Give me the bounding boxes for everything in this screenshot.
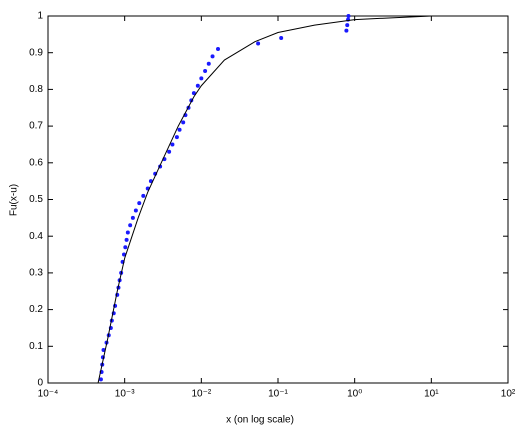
y-tick-label: 0.9 bbox=[29, 47, 43, 58]
data-point bbox=[130, 215, 135, 220]
data-point bbox=[133, 208, 138, 213]
data-point bbox=[170, 142, 175, 147]
data-point bbox=[123, 245, 128, 250]
data-point bbox=[121, 252, 126, 257]
y-tick-label: 1 bbox=[37, 11, 43, 22]
data-point bbox=[206, 61, 211, 66]
y-tick-label: 0.8 bbox=[29, 84, 43, 95]
x-tick-label: 10⁻³ bbox=[115, 389, 135, 400]
data-point bbox=[195, 83, 200, 88]
data-point bbox=[124, 237, 129, 242]
data-point bbox=[128, 223, 133, 228]
data-point bbox=[256, 41, 261, 46]
data-point bbox=[137, 201, 142, 206]
y-tick-label: 0.5 bbox=[29, 194, 43, 205]
data-point bbox=[177, 127, 182, 132]
x-tick-label: 10¹ bbox=[424, 389, 439, 400]
x-tick-label: 10⁰ bbox=[347, 389, 362, 400]
data-point bbox=[345, 23, 350, 28]
data-point bbox=[344, 28, 349, 33]
data-point bbox=[167, 149, 172, 154]
y-tick-label: 0.3 bbox=[29, 268, 43, 279]
data-point bbox=[346, 14, 351, 18]
data-point bbox=[101, 347, 106, 352]
y-tick-label: 0.1 bbox=[29, 341, 43, 352]
data-point bbox=[210, 54, 215, 59]
data-point bbox=[203, 69, 208, 74]
data-point bbox=[174, 135, 179, 140]
data-point bbox=[181, 120, 186, 125]
fit-line bbox=[97, 15, 432, 384]
y-axis-label: Fu(x-u) bbox=[9, 184, 20, 216]
x-tick-label: 10² bbox=[501, 389, 516, 400]
x-axis-label: x (on log scale) bbox=[226, 415, 294, 426]
data-point bbox=[216, 47, 221, 52]
data-point bbox=[279, 36, 284, 41]
data-point bbox=[191, 91, 196, 96]
x-tick-label: 10⁻¹ bbox=[268, 389, 288, 400]
data-point bbox=[141, 193, 146, 198]
y-tick-label: 0.6 bbox=[29, 157, 43, 168]
data-point bbox=[199, 76, 204, 81]
data-point bbox=[125, 230, 130, 235]
y-tick-label: 0.2 bbox=[29, 304, 43, 315]
y-tick-label: 0.4 bbox=[29, 231, 43, 242]
x-tick-label: 10⁻² bbox=[191, 389, 211, 400]
x-tick-label: 10⁻⁴ bbox=[38, 389, 59, 400]
data-point bbox=[98, 377, 103, 382]
y-tick-label: 0 bbox=[37, 378, 43, 389]
y-tick-label: 0.7 bbox=[29, 121, 43, 132]
